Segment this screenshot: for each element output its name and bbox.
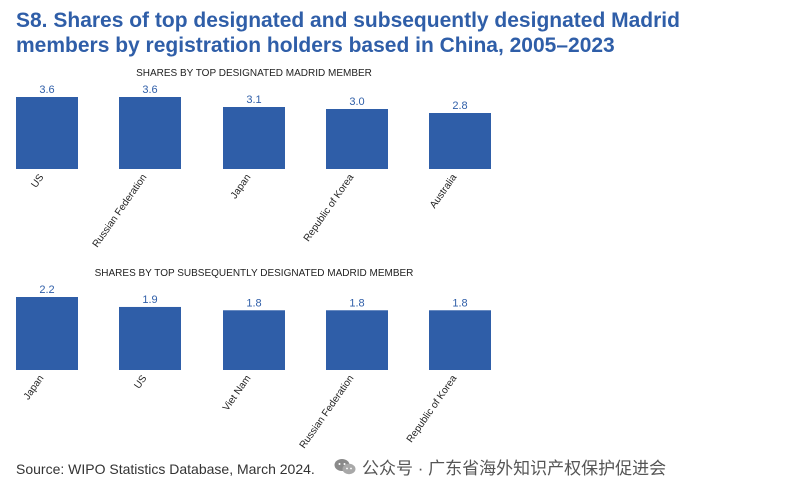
bar bbox=[429, 113, 491, 169]
tick-label: Australia bbox=[428, 172, 460, 211]
bar bbox=[429, 310, 491, 370]
bar bbox=[119, 306, 181, 370]
tick-label: Russian Federation bbox=[91, 172, 150, 249]
bar bbox=[16, 297, 78, 370]
chart-panel-subsequently-designated: SHARES BY TOP SUBSEQUENTLY DESIGNATED MA… bbox=[16, 268, 491, 451]
tick-label: Japan bbox=[22, 373, 47, 402]
tick-label: Russian Federation bbox=[298, 373, 357, 450]
bar bbox=[326, 109, 388, 169]
tick-label: Viet Nam bbox=[221, 373, 254, 413]
wechat-icon bbox=[334, 458, 356, 474]
page-title: S8. Shares of top designated and subsequ… bbox=[16, 9, 680, 57]
data-label: 2.8 bbox=[452, 100, 467, 112]
data-label: 3.0 bbox=[349, 96, 364, 108]
bar bbox=[16, 97, 78, 169]
bar bbox=[119, 97, 181, 169]
data-label: 1.8 bbox=[246, 297, 261, 309]
data-label: 3.1 bbox=[246, 94, 261, 106]
data-label: 1.8 bbox=[349, 297, 364, 309]
tick-label: US bbox=[29, 172, 46, 190]
tick-label: US bbox=[132, 373, 149, 391]
source-note: Source: WIPO Statistics Database, March … bbox=[16, 461, 315, 477]
watermark-text: 公众号 · 广东省海外知识产权保护促进会 bbox=[362, 459, 667, 478]
tick-label: Republic of Korea bbox=[405, 373, 460, 445]
data-label: 1.8 bbox=[452, 297, 467, 309]
data-label: 1.9 bbox=[142, 294, 157, 306]
data-label: 3.6 bbox=[142, 84, 157, 96]
bar bbox=[223, 107, 285, 169]
tick-label: Republic of Korea bbox=[302, 172, 357, 244]
chart-title: SHARES BY TOP DESIGNATED MADRID MEMBER bbox=[136, 68, 372, 79]
bar bbox=[223, 310, 285, 370]
tick-label: Japan bbox=[229, 172, 254, 201]
data-label: 3.6 bbox=[39, 84, 54, 96]
chart-panel-top-designated: SHARES BY TOP DESIGNATED MADRID MEMBER 3.… bbox=[16, 68, 491, 250]
bar bbox=[326, 310, 388, 370]
watermark: 公众号 · 广东省海外知识产权保护促进会 bbox=[334, 454, 666, 479]
data-label: 2.2 bbox=[39, 284, 54, 296]
chart-title: SHARES BY TOP SUBSEQUENTLY DESIGNATED MA… bbox=[95, 268, 414, 279]
